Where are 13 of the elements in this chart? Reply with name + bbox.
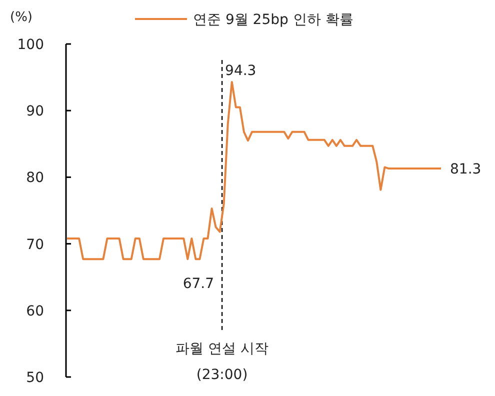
y-axis-title: (%)	[10, 10, 32, 25]
text: 81.3	[450, 162, 482, 178]
y-tick-label: 90	[26, 104, 44, 120]
annotation: 94.3	[225, 63, 256, 79]
y-tick-label: 100	[17, 37, 44, 53]
legend-label: 연준 9월 25bp 인하 확률	[193, 12, 354, 28]
y-tick-label: 50	[26, 370, 44, 386]
y-tick-label: 60	[26, 303, 44, 320]
y-tick-label: 70	[26, 236, 44, 253]
y-tick-label: 80	[26, 170, 44, 186]
annotation: 파월 연설 시작 (23:00)	[176, 341, 268, 383]
annotation: 67.7	[182, 276, 214, 292]
line-series	[66, 80, 442, 260]
